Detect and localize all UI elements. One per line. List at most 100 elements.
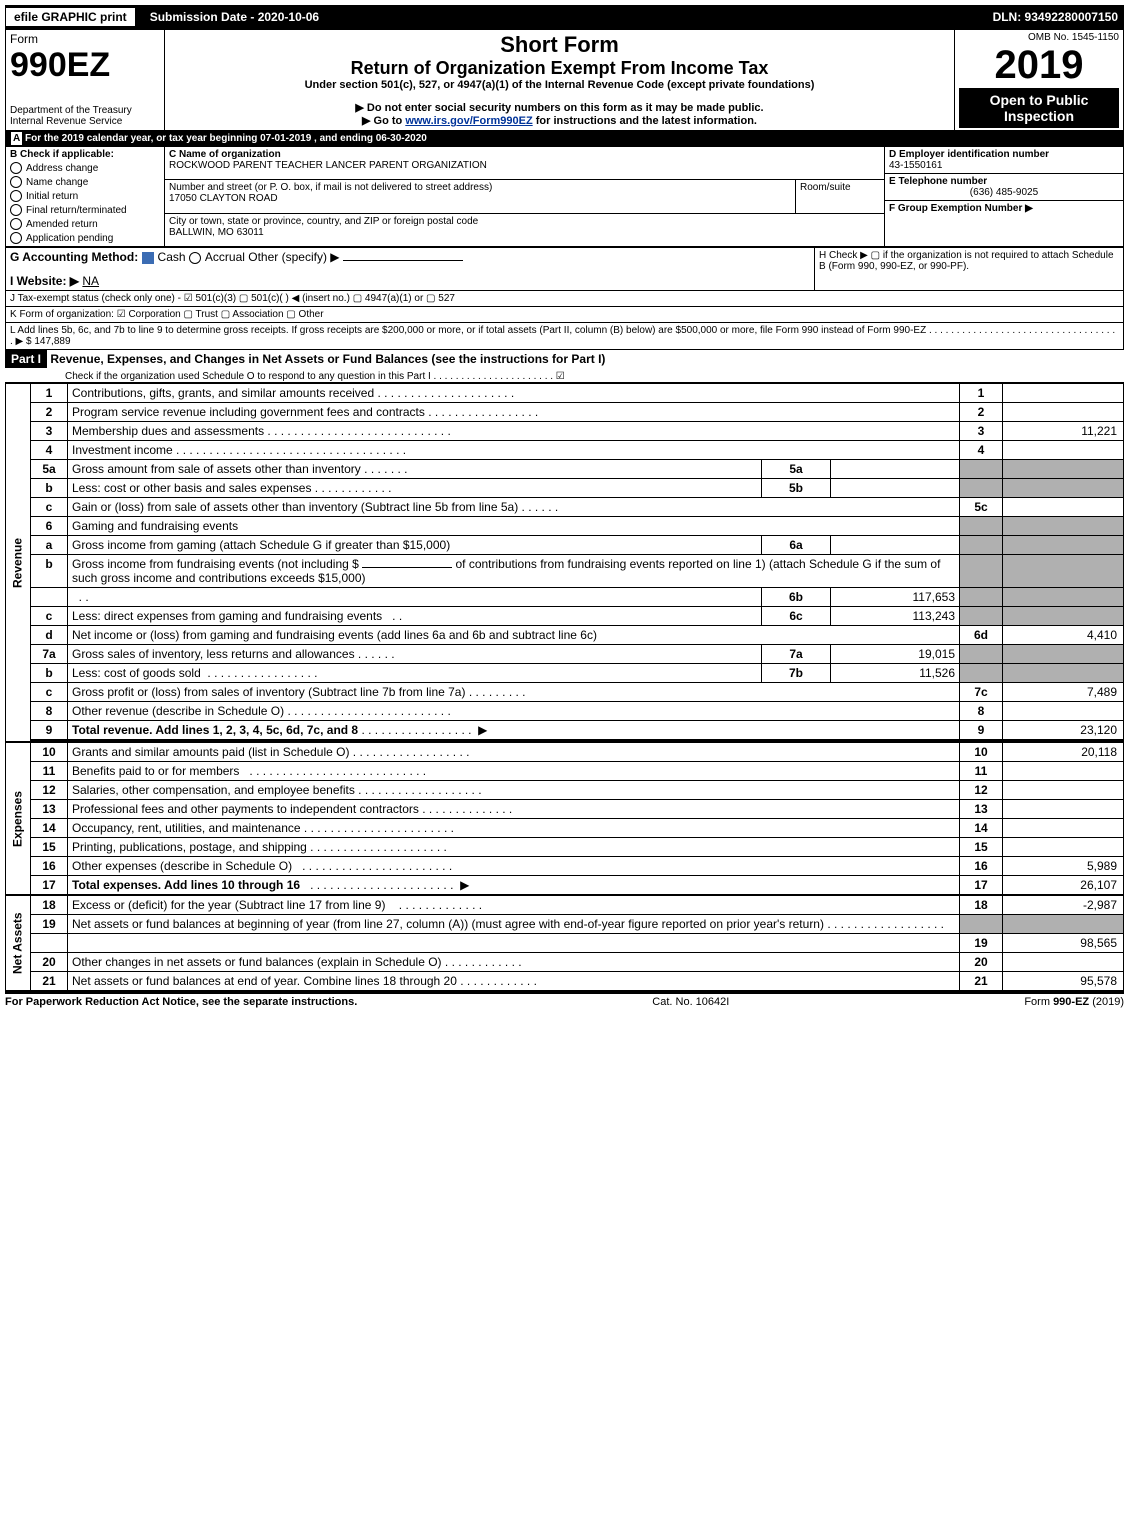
title-short-form: Short Form xyxy=(169,32,950,58)
initial-return-radio[interactable] xyxy=(10,190,22,202)
tax-year: 2019 xyxy=(959,43,1119,88)
form-header: Form 990EZ Department of the Treasury In… xyxy=(5,29,1124,131)
other-specify-input[interactable] xyxy=(343,260,463,261)
line7c-amt: 7,489 xyxy=(1003,683,1124,702)
omb-number: OMB No. 1545-1150 xyxy=(959,32,1119,43)
under-section: Under section 501(c), 527, or 4947(a)(1)… xyxy=(169,79,950,91)
line20-text: Other changes in net assets or fund bala… xyxy=(72,955,442,969)
line21-text: Net assets or fund balances at end of ye… xyxy=(72,974,457,988)
line17-text: Total expenses. Add lines 10 through 16 xyxy=(72,878,300,892)
ein-value: 43-1550161 xyxy=(889,160,1119,171)
box-f-label: F Group Exemption Number ▶ xyxy=(889,203,1119,214)
address-change-radio[interactable] xyxy=(10,162,22,174)
line1-text: Contributions, gifts, grants, and simila… xyxy=(72,386,374,400)
footer-left: For Paperwork Reduction Act Notice, see … xyxy=(5,996,357,1008)
line9-amt: 23,120 xyxy=(1003,721,1124,741)
form-number: 990EZ xyxy=(10,46,160,85)
name-change-label: Name change xyxy=(26,177,88,188)
box-c-label: C Name of organization xyxy=(169,149,880,160)
application-pending-label: Application pending xyxy=(26,233,113,244)
part1-label: Part I xyxy=(5,350,47,368)
line5a-text: Gross amount from sale of assets other t… xyxy=(72,462,361,476)
line-l-text: L Add lines 5b, 6c, and 7b to line 9 to … xyxy=(10,325,1115,347)
amended-return-radio[interactable] xyxy=(10,218,22,230)
line-j-text: J Tax-exempt status (check only one) - ☑… xyxy=(6,291,1124,307)
line6b-blank[interactable] xyxy=(362,567,452,568)
city-label: City or town, state or province, country… xyxy=(169,216,880,227)
ssn-warning: ▶ Do not enter social security numbers o… xyxy=(169,101,950,114)
line3-text: Membership dues and assessments xyxy=(72,424,264,438)
other-specify-label: Other (specify) ▶ xyxy=(248,250,339,264)
line7a-text: Gross sales of inventory, less returns a… xyxy=(72,647,355,661)
part1-check: Check if the organization used Schedule … xyxy=(5,371,565,382)
line14-text: Occupancy, rent, utilities, and maintena… xyxy=(72,821,301,835)
line6c-text: Less: direct expenses from gaming and fu… xyxy=(72,609,382,623)
footer-cat: Cat. No. 10642I xyxy=(652,996,729,1008)
line3-amt: 11,221 xyxy=(1003,422,1124,441)
open-public-inspection: Open to Public Inspection xyxy=(959,88,1119,128)
line11-text: Benefits paid to or for members xyxy=(72,764,239,778)
phone-value: (636) 485-9025 xyxy=(889,187,1119,198)
line7b-amt: 11,526 xyxy=(831,664,960,683)
application-pending-radio[interactable] xyxy=(10,232,22,244)
goto-post: for instructions and the latest informat… xyxy=(536,115,757,127)
room-suite-label: Room/suite xyxy=(800,182,880,193)
box-e-label: E Telephone number xyxy=(889,176,1119,187)
addr-label: Number and street (or P. O. box, if mail… xyxy=(169,182,791,193)
accrual-radio[interactable] xyxy=(189,252,201,264)
final-return-label: Final return/terminated xyxy=(26,205,127,216)
entity-info: B Check if applicable: Address change Na… xyxy=(5,146,1124,247)
efile-print-button[interactable]: efile GRAPHIC print xyxy=(5,7,136,27)
part1-title: Revenue, Expenses, and Changes in Net As… xyxy=(50,352,605,366)
submission-date: Submission Date - 2020-10-06 xyxy=(142,10,327,24)
box-b-label: B Check if applicable: xyxy=(10,149,160,160)
part1-header: Part I Revenue, Expenses, and Changes in… xyxy=(5,350,1124,382)
initial-return-label: Initial return xyxy=(26,191,78,202)
line12-text: Salaries, other compensation, and employ… xyxy=(72,783,355,797)
irs-link[interactable]: www.irs.gov/Form990EZ xyxy=(405,115,532,127)
page-footer: For Paperwork Reduction Act Notice, see … xyxy=(5,992,1124,1008)
line-i-label: I Website: ▶ xyxy=(10,274,79,288)
line19-amt: 98,565 xyxy=(1003,934,1124,953)
line18-text: Excess or (deficit) for the year (Subtra… xyxy=(72,898,385,912)
line7c-text: Gross profit or (loss) from sales of inv… xyxy=(72,685,465,699)
part1-table: Revenue 1Contributions, gifts, grants, a… xyxy=(5,382,1124,992)
tax-period: A For the 2019 calendar year, or tax yea… xyxy=(5,131,1124,146)
line6b-pre: Gross income from fundraising events (no… xyxy=(72,557,362,571)
website-value: NA xyxy=(82,274,99,288)
city-value: BALLWIN, MO 63011 xyxy=(169,227,880,238)
line6b-amt: 117,653 xyxy=(831,588,960,607)
line21-amt: 95,578 xyxy=(1003,972,1124,992)
line10-amt: 20,118 xyxy=(1003,742,1124,762)
line5b-text: Less: cost or other basis and sales expe… xyxy=(72,481,311,495)
line-g-label: G Accounting Method: xyxy=(10,250,138,264)
irs-label: Internal Revenue Service xyxy=(10,116,160,127)
line-h-text: H Check ▶ ▢ if the organization is not r… xyxy=(815,248,1124,291)
cash-label: Cash xyxy=(158,250,186,264)
line16-text: Other expenses (describe in Schedule O) xyxy=(72,859,292,873)
name-change-radio[interactable] xyxy=(10,176,22,188)
line15-text: Printing, publications, postage, and shi… xyxy=(72,840,307,854)
netassets-side-label: Net Assets xyxy=(6,895,31,991)
line16-amt: 5,989 xyxy=(1003,857,1124,876)
cash-checkbox[interactable] xyxy=(142,252,154,264)
line4-text: Investment income xyxy=(72,443,173,457)
line-k-text: K Form of organization: ☑ Corporation ▢ … xyxy=(6,307,1124,323)
line5c-text: Gain or (loss) from sale of assets other… xyxy=(72,500,518,514)
goto-pre: ▶ Go to xyxy=(362,115,405,127)
final-return-radio[interactable] xyxy=(10,204,22,216)
line1-amt xyxy=(1003,383,1124,403)
line6-text: Gaming and fundraising events xyxy=(72,519,238,533)
line7b-text: Less: cost of goods sold xyxy=(72,666,201,680)
title-return: Return of Organization Exempt From Incom… xyxy=(169,58,950,79)
expenses-side-label: Expenses xyxy=(6,742,31,895)
line6d-text: Net income or (loss) from gaming and fun… xyxy=(72,628,597,642)
box-d-label: D Employer identification number xyxy=(889,149,1119,160)
revenue-side-label: Revenue xyxy=(6,383,31,742)
line13-text: Professional fees and other payments to … xyxy=(72,802,419,816)
org-name: ROCKWOOD PARENT TEACHER LANCER PARENT OR… xyxy=(169,160,880,171)
line8-text: Other revenue (describe in Schedule O) xyxy=(72,704,284,718)
street-address: 17050 CLAYTON ROAD xyxy=(169,193,791,204)
form-word: Form xyxy=(10,32,160,46)
ghijkl-block: G Accounting Method: Cash Accrual Other … xyxy=(5,247,1124,350)
